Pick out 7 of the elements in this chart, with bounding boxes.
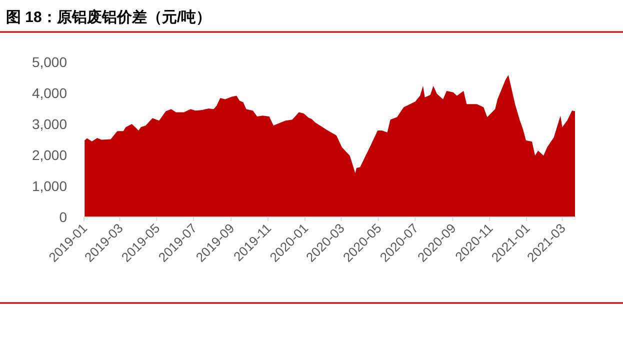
y-tick-label: 0: [59, 209, 68, 225]
y-tick-label: 1,000: [32, 178, 68, 194]
y-tick-label: 5,000: [32, 54, 68, 70]
y-tick-label: 2,000: [32, 147, 68, 163]
y-tick-label: 4,000: [32, 85, 68, 101]
chart-title: 图 18：原铝废铝价差（元/吨）: [6, 8, 212, 26]
y-tick-label: 3,000: [32, 116, 68, 132]
